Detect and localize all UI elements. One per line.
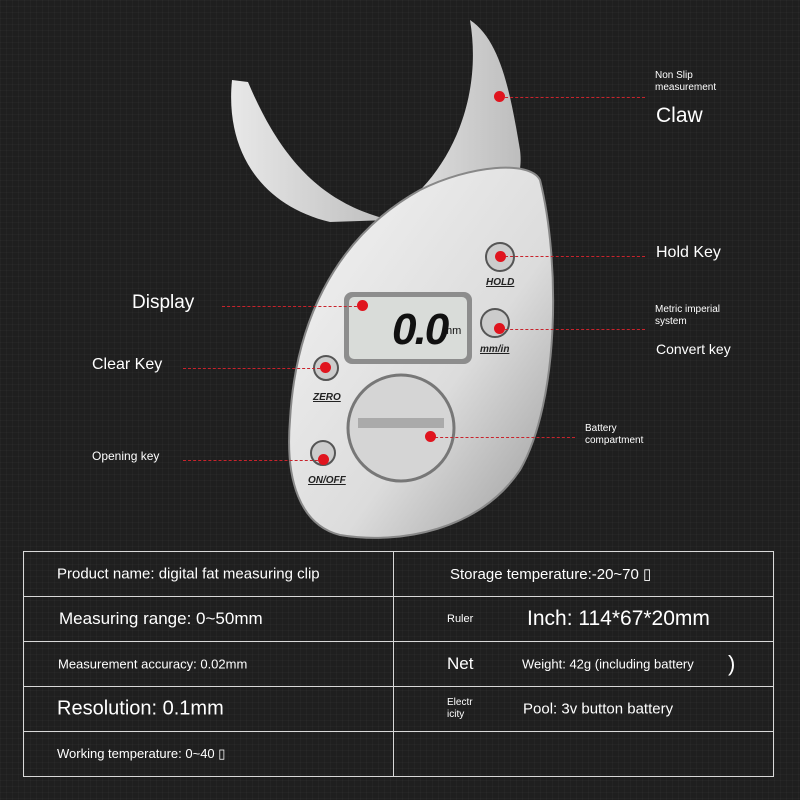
clear-key-title: Clear Key xyxy=(92,356,163,373)
claw-note: Non Slip measurement xyxy=(655,70,717,93)
product-name: Product name: digital fat measuring clip xyxy=(57,565,320,583)
hold-label: HOLD xyxy=(486,277,515,288)
battery-leader xyxy=(430,437,575,438)
opening-dot xyxy=(318,454,329,465)
empty-cell xyxy=(393,731,774,777)
table-row: Measuring range: 0~50mm Ruler Inch: 114*6… xyxy=(23,596,774,642)
battery-dot xyxy=(425,431,436,442)
zero-label: ZERO xyxy=(313,392,341,403)
table-row: Resolution: 0.1mm Electr icity Pool: 3v b… xyxy=(23,686,774,732)
net-paren: ) xyxy=(728,651,736,676)
opening-key-title: Opening key xyxy=(92,449,160,463)
ruler-value: Inch: 114*67*20mm xyxy=(527,607,710,630)
hold-key-title: Hold Key xyxy=(656,244,721,261)
lcd-screen xyxy=(349,297,467,359)
claw-title: Claw xyxy=(656,104,703,127)
clear-dot xyxy=(320,362,331,373)
table-row: Product name: digital fat measuring clip… xyxy=(23,551,774,597)
electricity-label: Electr icity xyxy=(447,697,473,720)
measuring-range: Measuring range: 0~50mm xyxy=(59,609,263,628)
hold-dot xyxy=(495,251,506,262)
convert-leader xyxy=(500,329,645,330)
claw-leader xyxy=(500,97,645,98)
electricity-value: Pool: 3v button battery xyxy=(523,700,674,718)
claw-dot xyxy=(494,91,505,102)
clear-leader xyxy=(183,368,325,369)
accuracy: Measurement accuracy: 0.02mm xyxy=(58,656,248,672)
net-label: Net xyxy=(447,654,474,673)
table-row: Measurement accuracy: 0.02mm Net Weight: … xyxy=(23,641,774,687)
convert-label: mm/in xyxy=(480,344,510,355)
resolution: Resolution: 0.1mm xyxy=(57,697,224,720)
working-temp: Working temperature: 0~40 ▯ xyxy=(57,746,226,761)
display-title: Display xyxy=(132,292,195,313)
lcd-reading: 0.0 xyxy=(392,305,449,354)
convert-key-title: Convert key xyxy=(656,341,731,357)
table-row: Working temperature: 0~40 ▯ xyxy=(23,731,774,777)
convert-note: Metric imperial system xyxy=(655,304,721,327)
convert-dot xyxy=(494,323,505,334)
display-dot xyxy=(357,300,368,311)
button-onoff xyxy=(310,440,336,466)
hold-leader xyxy=(505,256,645,257)
ruler-label: Ruler xyxy=(447,613,474,625)
button-convert xyxy=(480,308,510,338)
spec-table: Product name: digital fat measuring clip… xyxy=(23,551,774,777)
battery-title: Battery compartment xyxy=(585,423,644,446)
claw-jaw xyxy=(231,80,390,222)
display-leader xyxy=(222,306,362,307)
opening-leader xyxy=(183,460,323,461)
lcd-unit: mm xyxy=(443,325,462,337)
storage-temp: Storage temperature:-20~70 ▯ xyxy=(450,566,652,583)
net-value: Weight: 42g (including battery xyxy=(522,656,694,672)
onoff-label: ON/OFF xyxy=(308,475,346,486)
